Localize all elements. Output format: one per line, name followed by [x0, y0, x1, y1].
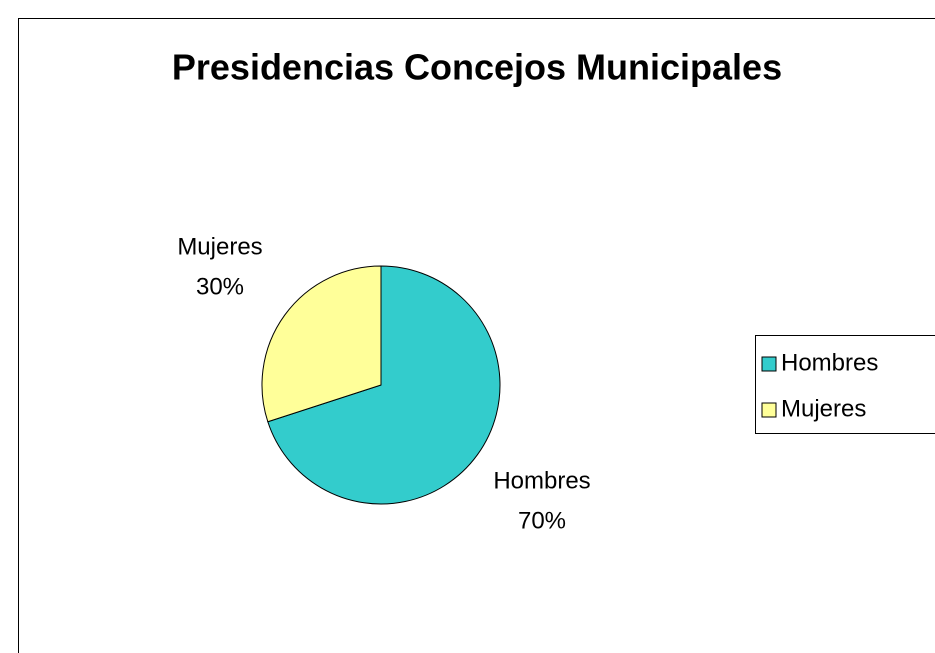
legend-label: Hombres [781, 349, 878, 376]
chart-title: Presidencias Concejos Municipales [172, 47, 782, 88]
legend-frame [755, 335, 935, 434]
legend-swatch [761, 402, 777, 418]
slice-label-name: Hombres [493, 467, 590, 494]
legend: Hombres Mujeres [755, 335, 935, 434]
legend-label: Mujeres [781, 395, 866, 422]
legend-swatch [761, 356, 777, 372]
pie-slice [267, 265, 501, 505]
slice-label-value: 30% [196, 273, 244, 300]
pie-slice [261, 265, 382, 423]
slice-label-name: Mujeres [177, 233, 262, 260]
slice-label-value: 70% [518, 507, 566, 534]
